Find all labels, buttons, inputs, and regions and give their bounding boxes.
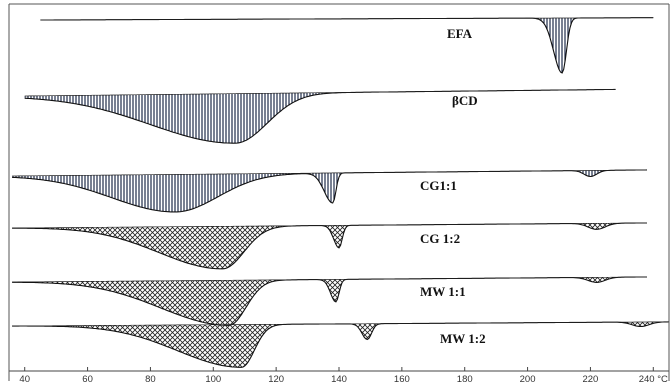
x-tick-label-180: 180 <box>457 374 473 385</box>
curve-4-endotherm-fill <box>12 276 648 326</box>
curve-label-2: CG1:1 <box>420 178 457 193</box>
curve-label-5: MW 1:2 <box>440 331 486 346</box>
curve-5 <box>12 321 670 368</box>
curves-layer <box>12 17 670 368</box>
curve-label-4: MW 1:1 <box>420 284 466 299</box>
curve-2 <box>12 169 648 213</box>
x-axis: 40 60 80 100 120 140 160 180 200 220 240 °C <box>8 3 670 385</box>
curve-1 <box>24 88 616 144</box>
x-tick-label-240: 240 °C <box>639 374 668 385</box>
curve-3 <box>12 222 648 270</box>
x-tick-label-160: 160 <box>394 374 410 385</box>
x-tick-label-140: 140 <box>331 374 347 385</box>
curve-0-endotherm-fill <box>40 17 654 73</box>
x-tick-label-80: 80 <box>145 374 156 385</box>
curve-1-baseline <box>24 89 616 97</box>
curve-0-baseline <box>40 17 654 21</box>
curve-0 <box>40 17 654 74</box>
curve-3-baseline <box>12 222 648 229</box>
curve-label-3: CG 1:2 <box>420 231 460 246</box>
curve-3-endotherm-fill <box>12 222 648 269</box>
x-tick-label-40: 40 <box>19 374 30 385</box>
x-tick-label-100: 100 <box>205 374 221 385</box>
x-tick-label-60: 60 <box>82 374 93 385</box>
x-tick-label-220: 220 <box>582 374 598 385</box>
curve-5-endotherm-fill <box>12 321 670 368</box>
curve-5-baseline <box>12 321 669 327</box>
curve-label-1: βCD <box>452 93 478 108</box>
curve-4 <box>12 276 648 326</box>
curve-2-endotherm-fill <box>12 169 648 212</box>
x-tick-label-200: 200 <box>520 374 536 385</box>
curve-4-baseline <box>12 276 648 283</box>
curve-labels-layer: EFA βCD CG1:1 CG 1:2 MW 1:1 MW 1:2 <box>420 26 486 346</box>
curve-label-0: EFA <box>447 26 473 41</box>
x-tick-label-120: 120 <box>268 374 284 385</box>
curve-2-baseline <box>12 169 648 177</box>
curve-1-endotherm-fill <box>24 89 616 144</box>
